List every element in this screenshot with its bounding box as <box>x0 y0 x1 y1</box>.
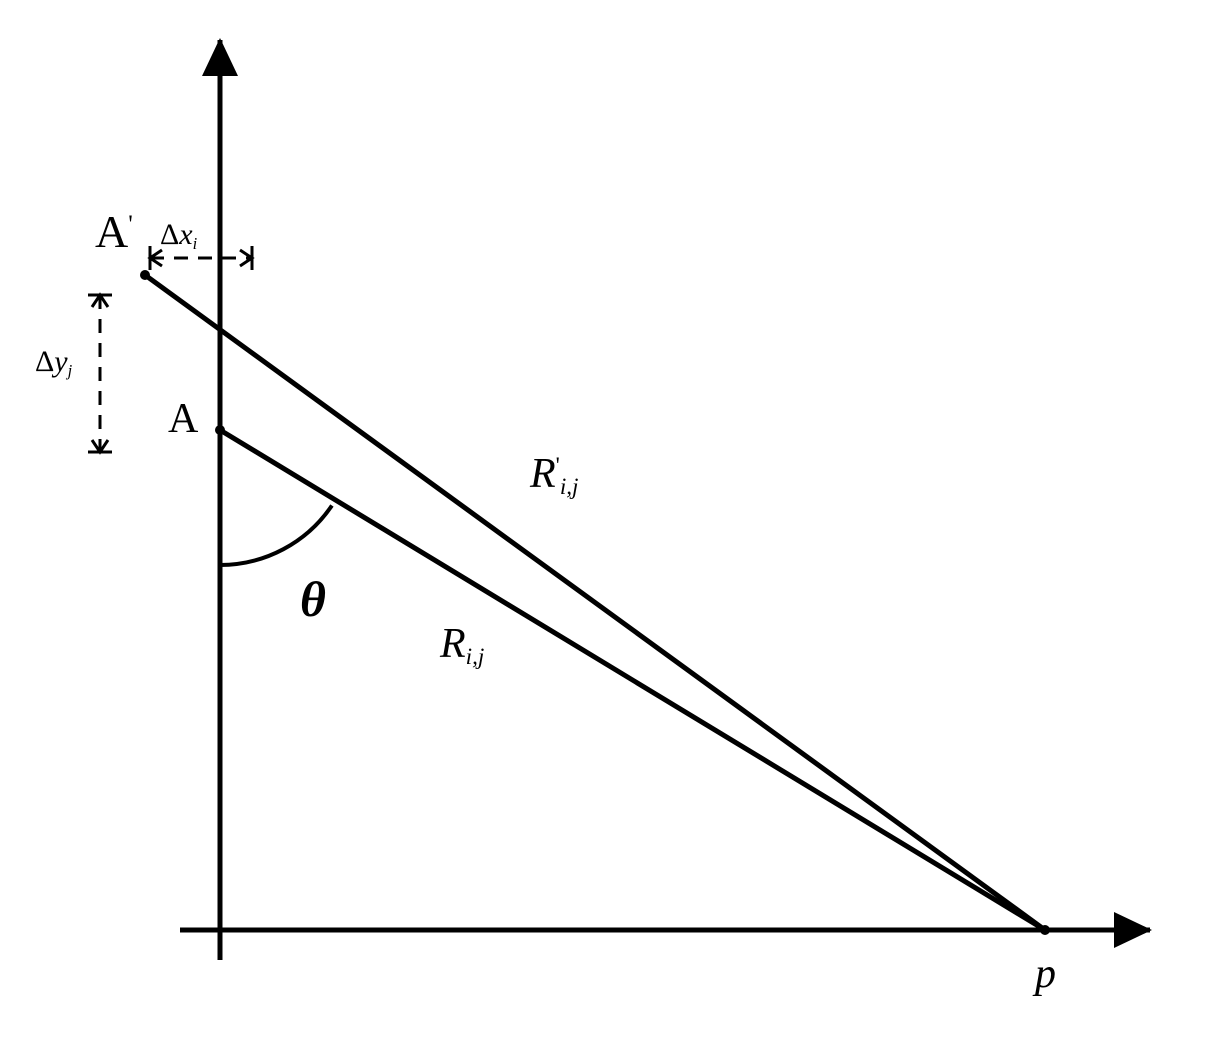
diagram-svg <box>0 0 1224 1053</box>
label-R: Ri,j <box>440 620 484 670</box>
line-A-P <box>220 430 1045 930</box>
line-Aprime-P <box>145 275 1045 930</box>
label-A-prime: A' <box>95 205 133 258</box>
label-P: p <box>1035 950 1056 998</box>
x-axis-arrowhead <box>1114 912 1152 948</box>
label-delta-y: Δyj <box>35 345 72 381</box>
angle-arc-theta <box>220 505 332 565</box>
y-axis-arrowhead <box>202 38 238 76</box>
label-A: A <box>168 395 198 443</box>
label-R-prime: R'i,j <box>530 450 578 500</box>
diagram-container: A' A Δxi Δyj θ R'i,j Ri,j p <box>0 0 1224 1053</box>
label-delta-x: Δxi <box>160 218 197 254</box>
label-theta: θ <box>300 570 326 628</box>
